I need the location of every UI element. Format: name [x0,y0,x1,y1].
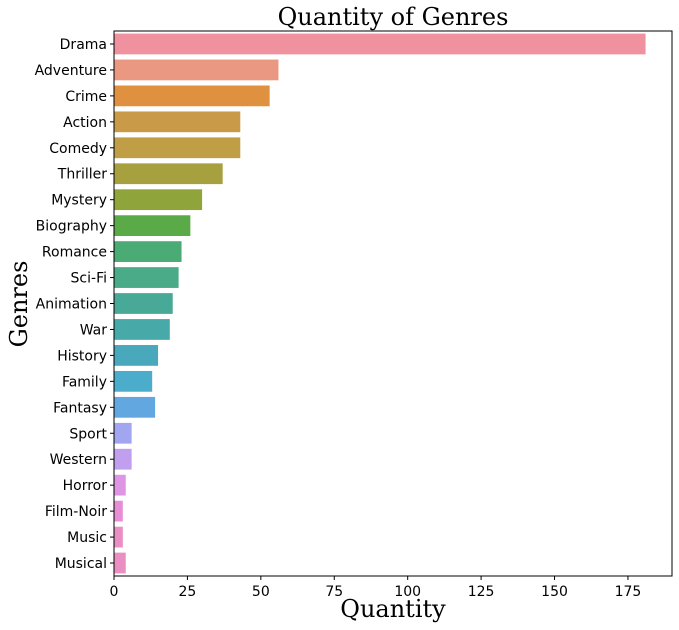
bar-western [114,448,132,470]
bar-history [114,345,159,366]
y-tick-label: Mystery [51,193,107,209]
bar-sci-fi [114,267,179,288]
y-tick-label: Animation [36,297,107,313]
x-tick-label: 25 [179,584,197,600]
bars-group [114,33,646,574]
bar-biography [114,215,191,237]
plot-frame [113,30,673,577]
y-tick-label: Family [62,374,107,390]
x-tick-label: 0 [110,584,119,600]
y-tick-label: War [80,322,108,338]
y-tick-label: History [57,348,107,364]
y-tick-label: Adventure [35,63,107,79]
x-tick-label: 175 [615,584,642,600]
x-tick-label: 125 [468,584,495,600]
x-tick-label: 75 [325,584,343,600]
bar-adventure [114,59,279,81]
bar-music [114,526,123,548]
bar-sport [114,422,132,444]
y-tick-label: Comedy [49,141,107,157]
x-tick-label: 100 [394,584,421,600]
bar-mystery [114,189,203,211]
bar-film-noir [114,500,123,522]
y-tick-labels: Drama Adventure Crime Action Comedy Thriller M… [35,37,114,572]
bar-horror [114,474,126,496]
y-tick-label: Film-Noir [45,504,107,520]
y-tick-label: Western [50,452,107,468]
bar-family [114,370,153,392]
y-tick-label: Musical [55,556,107,572]
bar-comedy [114,137,241,159]
y-tick-label: Fantasy [53,400,107,416]
bar-animation [114,293,173,314]
x-tick-label: 150 [541,584,568,600]
chart-title: Quantity of Genres [278,3,509,31]
y-tick-label: Biography [36,219,107,235]
x-ticks: 0 25 50 75 100 125 150 175 [110,576,642,600]
x-axis-label: Quantity [340,595,446,623]
bar-fantasy [114,396,156,418]
bar-war [114,319,170,340]
bar-romance [114,241,182,262]
y-tick-label: Sci-Fi [71,271,107,287]
bar-musical [114,552,126,574]
y-tick-label: Thriller [57,167,107,183]
bar-thriller [114,163,223,185]
bar-drama [114,33,646,55]
y-tick-label: Music [67,530,107,546]
bar-action [114,111,241,133]
bar-crime [114,85,270,107]
y-axis-label: Genres [5,261,33,348]
x-tick-label: 50 [252,584,270,600]
y-tick-label: Sport [69,426,107,442]
y-tick-label: Romance [42,245,107,261]
y-tick-label: Crime [65,89,107,105]
y-tick-label: Drama [60,37,107,53]
y-tick-label: Horror [63,478,108,494]
y-tick-label: Action [63,115,107,131]
